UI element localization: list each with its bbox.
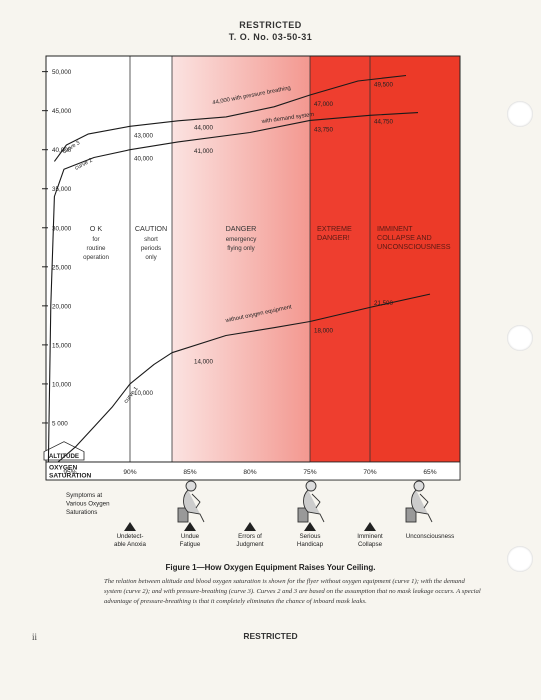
symptom-triangle bbox=[244, 522, 256, 531]
arm bbox=[419, 493, 429, 509]
head bbox=[185, 480, 197, 492]
body bbox=[183, 489, 205, 523]
zone-description: short periods only bbox=[141, 236, 161, 261]
zone-description: emergency flying only bbox=[226, 236, 258, 252]
page-number: ii bbox=[32, 632, 38, 642]
symptom-triangle bbox=[304, 522, 316, 531]
symptom-triangle bbox=[184, 522, 196, 531]
y-tick-label: 10,000 bbox=[52, 381, 72, 388]
symptom-label: Errors of Judgment bbox=[236, 533, 263, 548]
x-axis-title: OXYGEN bbox=[49, 465, 77, 472]
x-band-cell bbox=[370, 462, 460, 480]
arm bbox=[191, 493, 201, 509]
body bbox=[303, 489, 325, 523]
data-label: 47,000 bbox=[314, 101, 333, 108]
header-restricted: RESTRICTED bbox=[239, 20, 302, 30]
data-label: 40,000 bbox=[134, 156, 153, 163]
symptom-triangle bbox=[124, 522, 136, 531]
data-label: 41,000 bbox=[194, 148, 213, 155]
head bbox=[305, 480, 317, 492]
zone-band bbox=[172, 56, 310, 462]
altitude-label-box bbox=[43, 441, 85, 461]
data-label: 43,750 bbox=[314, 126, 333, 133]
x-axis-title: SATURATION bbox=[49, 473, 91, 480]
y-tick-label: 30,000 bbox=[52, 225, 72, 232]
symptom-label: Undue Fatigue bbox=[180, 533, 201, 548]
data-label: 44,750 bbox=[374, 119, 393, 126]
x-tick-label: 65% bbox=[423, 469, 436, 476]
y-tick-label: 5 000 bbox=[52, 420, 68, 427]
x-tick-label: 70% bbox=[363, 469, 376, 476]
x-tick-label: 85% bbox=[183, 469, 196, 476]
y-tick-label: 45,000 bbox=[52, 108, 72, 115]
arm bbox=[311, 493, 321, 509]
zone-band bbox=[46, 56, 130, 462]
symptom-triangle bbox=[364, 522, 376, 531]
y-tick-label: 35,000 bbox=[52, 186, 72, 193]
zone-title: CAUTION bbox=[135, 224, 167, 233]
data-label: 43,000 bbox=[134, 132, 153, 139]
zone-description: for routine operation bbox=[83, 236, 109, 261]
zone-band bbox=[310, 56, 370, 462]
binder-hole-middle bbox=[507, 325, 533, 351]
symptoms-label: Symptoms at Various Oxygen Saturations bbox=[66, 492, 110, 516]
figure-title: Figure 1—How Oxygen Equipment Raises You… bbox=[165, 563, 376, 572]
seat bbox=[405, 507, 417, 523]
footer-restricted: RESTRICTED bbox=[243, 631, 298, 641]
data-label: 44,000 bbox=[194, 124, 213, 131]
figure-caption: The relation between altitude and blood … bbox=[104, 578, 481, 605]
x-band-cell bbox=[310, 462, 370, 480]
pilot-figure-icon bbox=[297, 480, 325, 523]
symptom-label: Serious Handicap bbox=[297, 533, 324, 548]
seat bbox=[297, 507, 309, 523]
symptom-label: Unconsciousness bbox=[406, 533, 455, 540]
zone-title: DANGER bbox=[226, 224, 257, 233]
y-tick-label: 20,000 bbox=[52, 303, 72, 310]
binder-hole-bottom bbox=[507, 546, 533, 572]
x-tick-label: 90% bbox=[123, 469, 136, 476]
x-tick-label: 80% bbox=[243, 469, 256, 476]
pilot-figure-icon bbox=[405, 480, 433, 523]
series-line bbox=[57, 293, 431, 463]
head bbox=[413, 480, 425, 492]
x-tick-label: 95% bbox=[63, 469, 76, 476]
pilot-figure-icon bbox=[177, 480, 205, 523]
seat bbox=[177, 507, 189, 523]
series-line bbox=[47, 112, 419, 463]
data-label: 14,000 bbox=[194, 359, 213, 366]
altitude-oxygen-chart: O K for routine operation CAUTION short period… bbox=[42, 55, 461, 548]
data-label: 49,500 bbox=[374, 82, 393, 89]
y-tick-label: 50,000 bbox=[52, 69, 72, 76]
y-tick-label: 25,000 bbox=[52, 264, 72, 271]
symptom-label: Undetect-able Anoxia bbox=[114, 533, 147, 548]
y-tick-label: 15,000 bbox=[52, 342, 72, 349]
data-label: 10,000 bbox=[134, 390, 153, 397]
zone-title: IMMINENT COLLAPSE AND UNCONSCIOUSNESS bbox=[377, 224, 451, 251]
zone-title: EXTREME DANGER! bbox=[317, 224, 352, 242]
zone-band bbox=[370, 56, 460, 462]
binder-hole-top bbox=[507, 101, 533, 127]
x-axis-band-outline bbox=[45, 461, 461, 481]
symptom-label: Imminent Collapse bbox=[357, 533, 383, 548]
body bbox=[411, 489, 433, 523]
data-label: 21,500 bbox=[374, 300, 393, 307]
zone-title: O K bbox=[90, 224, 103, 233]
header-document-number: T. O. No. 03-50-31 bbox=[228, 32, 313, 42]
x-tick-label: 75% bbox=[303, 469, 316, 476]
data-label: 18,000 bbox=[314, 327, 333, 334]
series-line bbox=[53, 74, 407, 162]
